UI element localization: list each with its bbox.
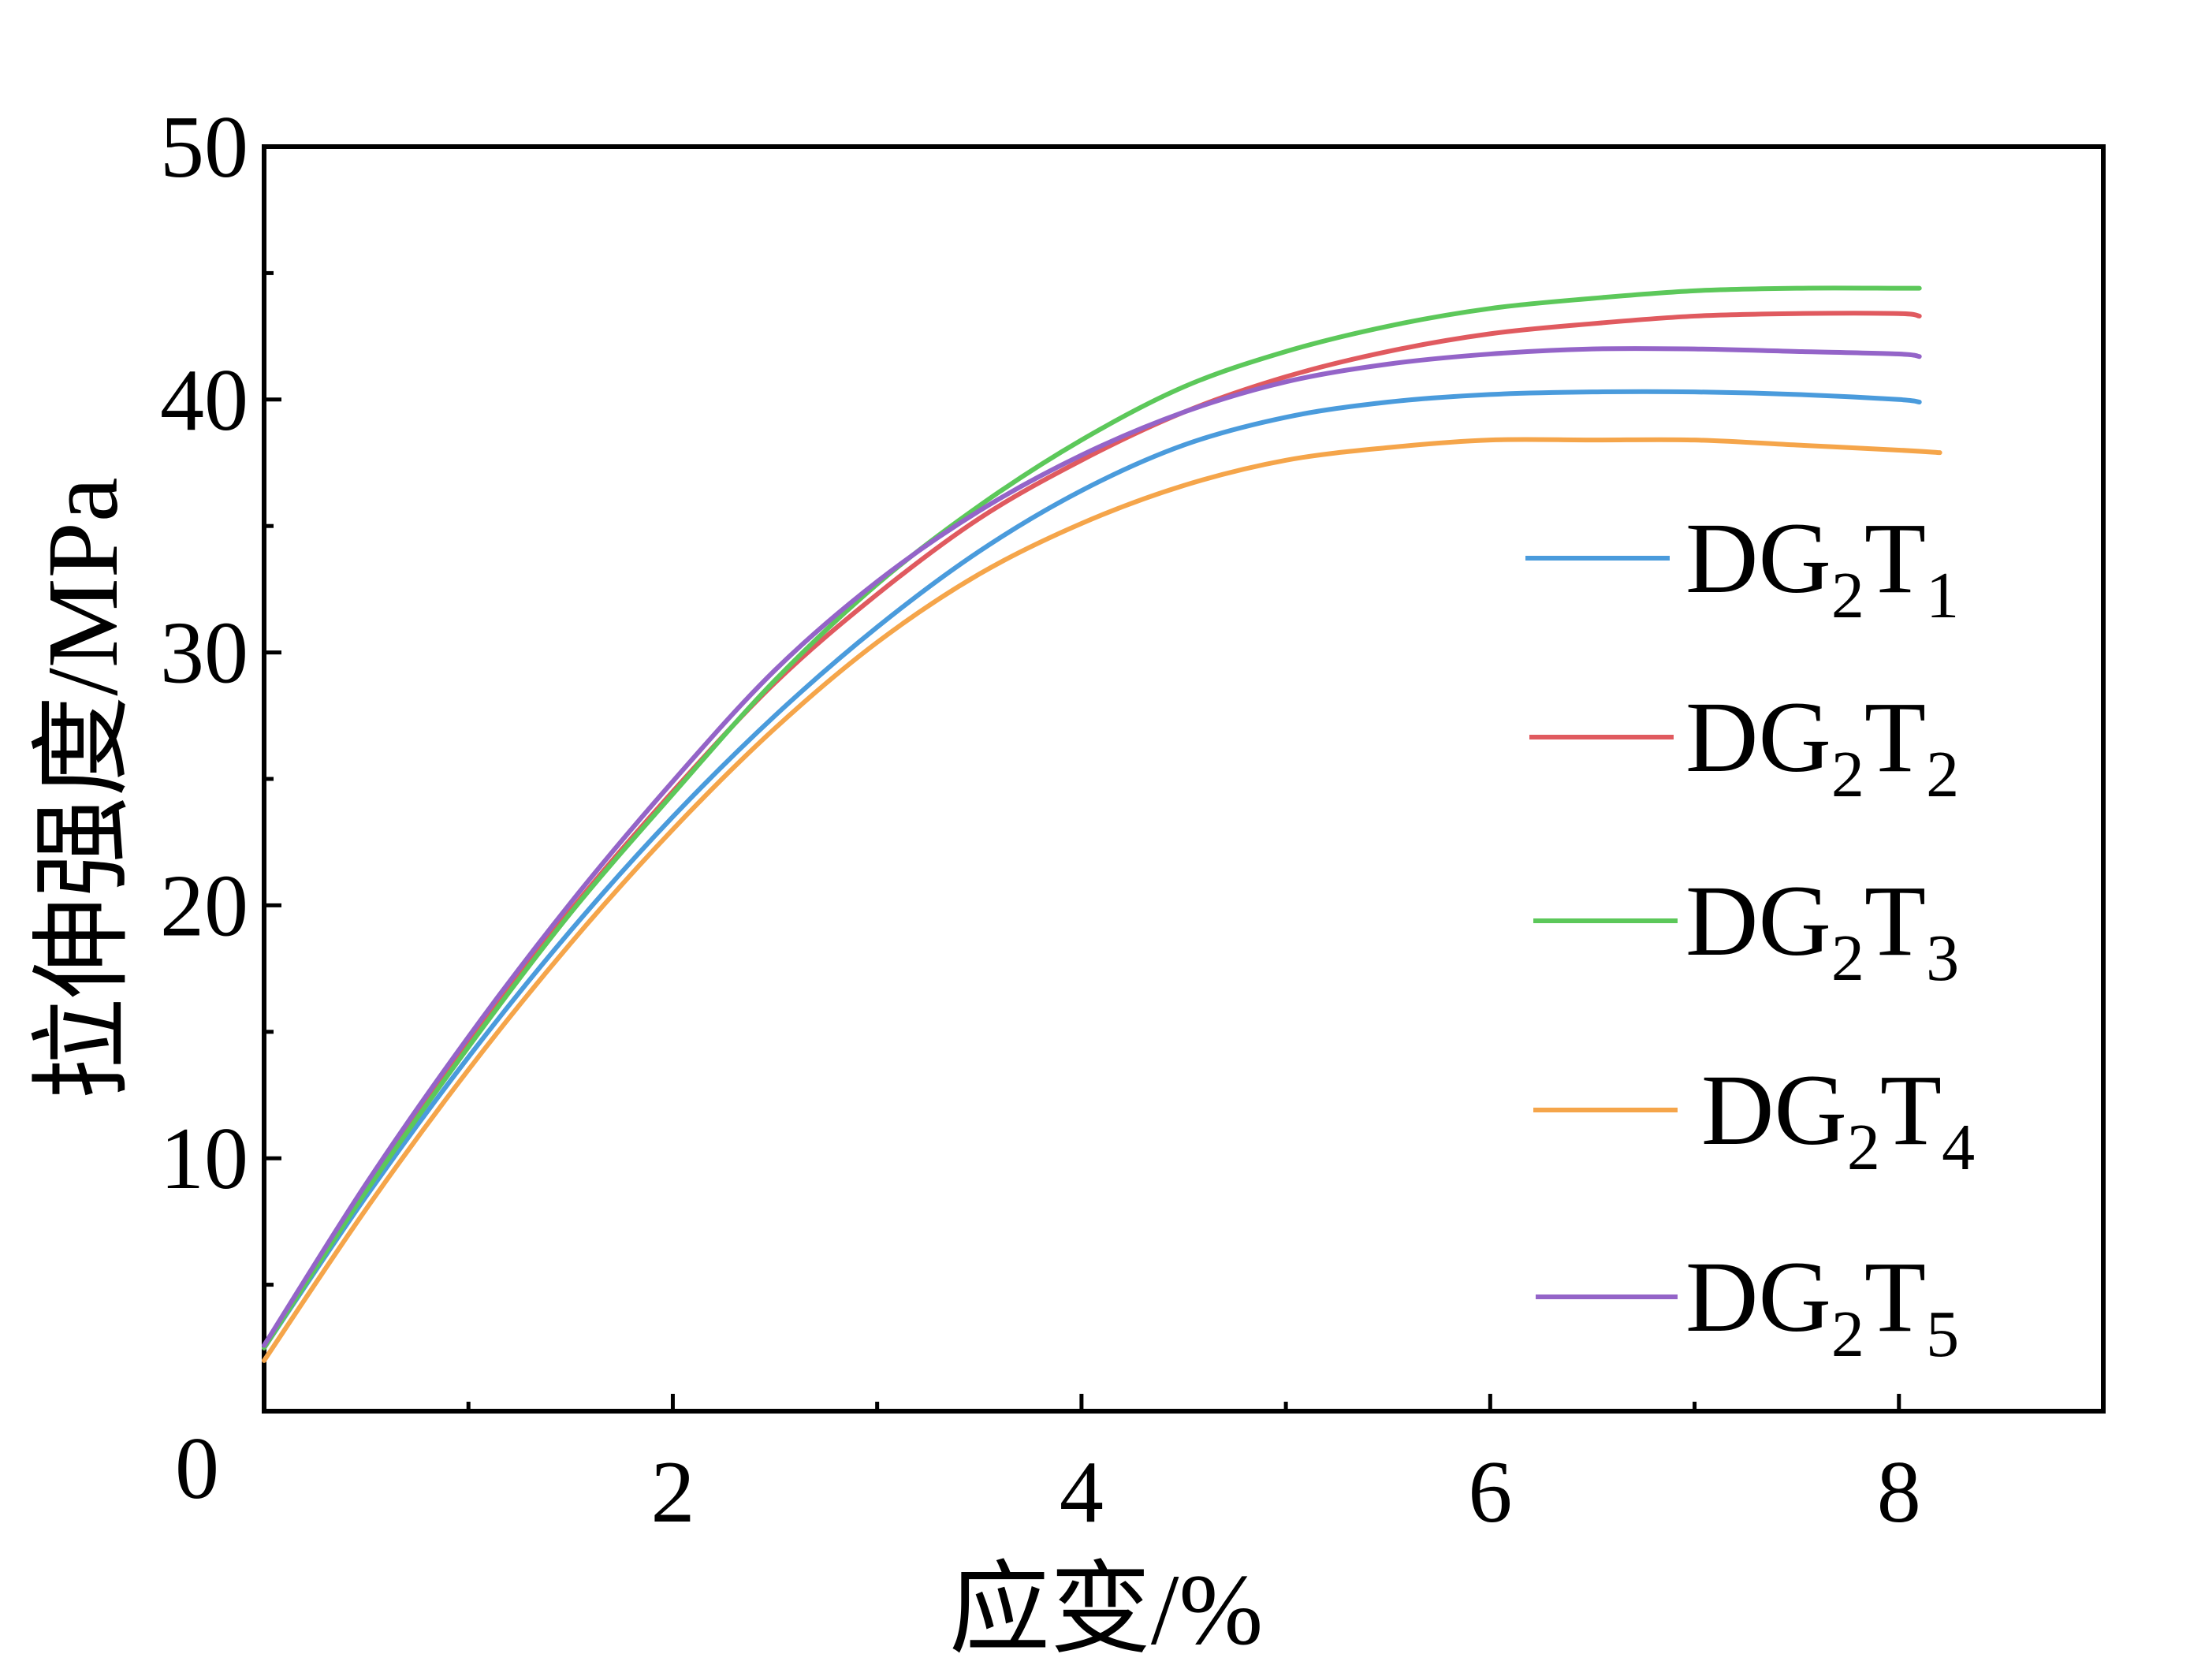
legend-label-part: 5 — [1926, 1298, 1959, 1371]
x-tick-label: 6 — [1468, 1443, 1512, 1541]
x-tick-label: 2 — [650, 1443, 695, 1541]
y-tick-label: 0 — [175, 1420, 219, 1518]
y-tick-label: 10 — [160, 1110, 248, 1208]
legend-label-part: DG — [1685, 865, 1831, 977]
legend-label-part: 2 — [1831, 738, 1864, 811]
y-tick-label: 50 — [160, 99, 248, 196]
legend-label-part: T — [1864, 1241, 1926, 1353]
series-line-5 — [262, 346, 1922, 1348]
legend-label-part: DG — [1685, 681, 1831, 793]
x-tick-label: 4 — [1060, 1443, 1104, 1541]
series-line-4 — [262, 437, 1942, 1363]
series-lines — [262, 285, 1942, 1363]
legend-label: DG2T1 — [1685, 502, 1959, 632]
legend-label-part: T — [1864, 681, 1926, 793]
legend-label-part: 2 — [1926, 738, 1959, 811]
legend-label-part: DG — [1685, 1241, 1831, 1353]
legend-label-part: T — [1864, 865, 1926, 977]
legend-label-part: 3 — [1926, 922, 1959, 995]
legend-label: DG2T5 — [1685, 1241, 1959, 1371]
y-axis-label: 拉伸强度/MPa — [27, 477, 139, 1099]
y-tick-label: 40 — [160, 352, 248, 449]
series-line-2 — [262, 311, 1922, 1350]
series-line-1 — [262, 389, 1922, 1350]
legend-label-part: T — [1864, 502, 1926, 614]
series-line-3 — [262, 285, 1922, 1350]
legend-label-part: DG — [1685, 502, 1831, 614]
legend-label-part: 4 — [1942, 1111, 1975, 1184]
x-tick-label: 8 — [1877, 1443, 1921, 1541]
legend-label: DG2T4 — [1701, 1054, 1975, 1184]
legend-label-part: 2 — [1831, 922, 1864, 995]
legend-label-part: 2 — [1847, 1111, 1880, 1184]
x-axis-label: 应变/% — [949, 1554, 1263, 1666]
legend-label-part: DG — [1701, 1054, 1847, 1166]
legend-label-part: T — [1880, 1054, 1942, 1166]
legend-label: DG2T2 — [1685, 681, 1959, 811]
legend-label-part: 2 — [1831, 559, 1864, 632]
y-tick-label: 20 — [160, 857, 248, 955]
legend-label: DG2T3 — [1685, 865, 1959, 995]
legend-label-part: 2 — [1831, 1298, 1864, 1371]
y-tick-label: 30 — [160, 605, 248, 702]
axis-ticks — [264, 270, 1901, 1411]
axis-tick-labels: 2 4 6 8 0 10 20 30 40 50 — [160, 99, 1921, 1541]
legend-label-part: 1 — [1926, 559, 1959, 632]
